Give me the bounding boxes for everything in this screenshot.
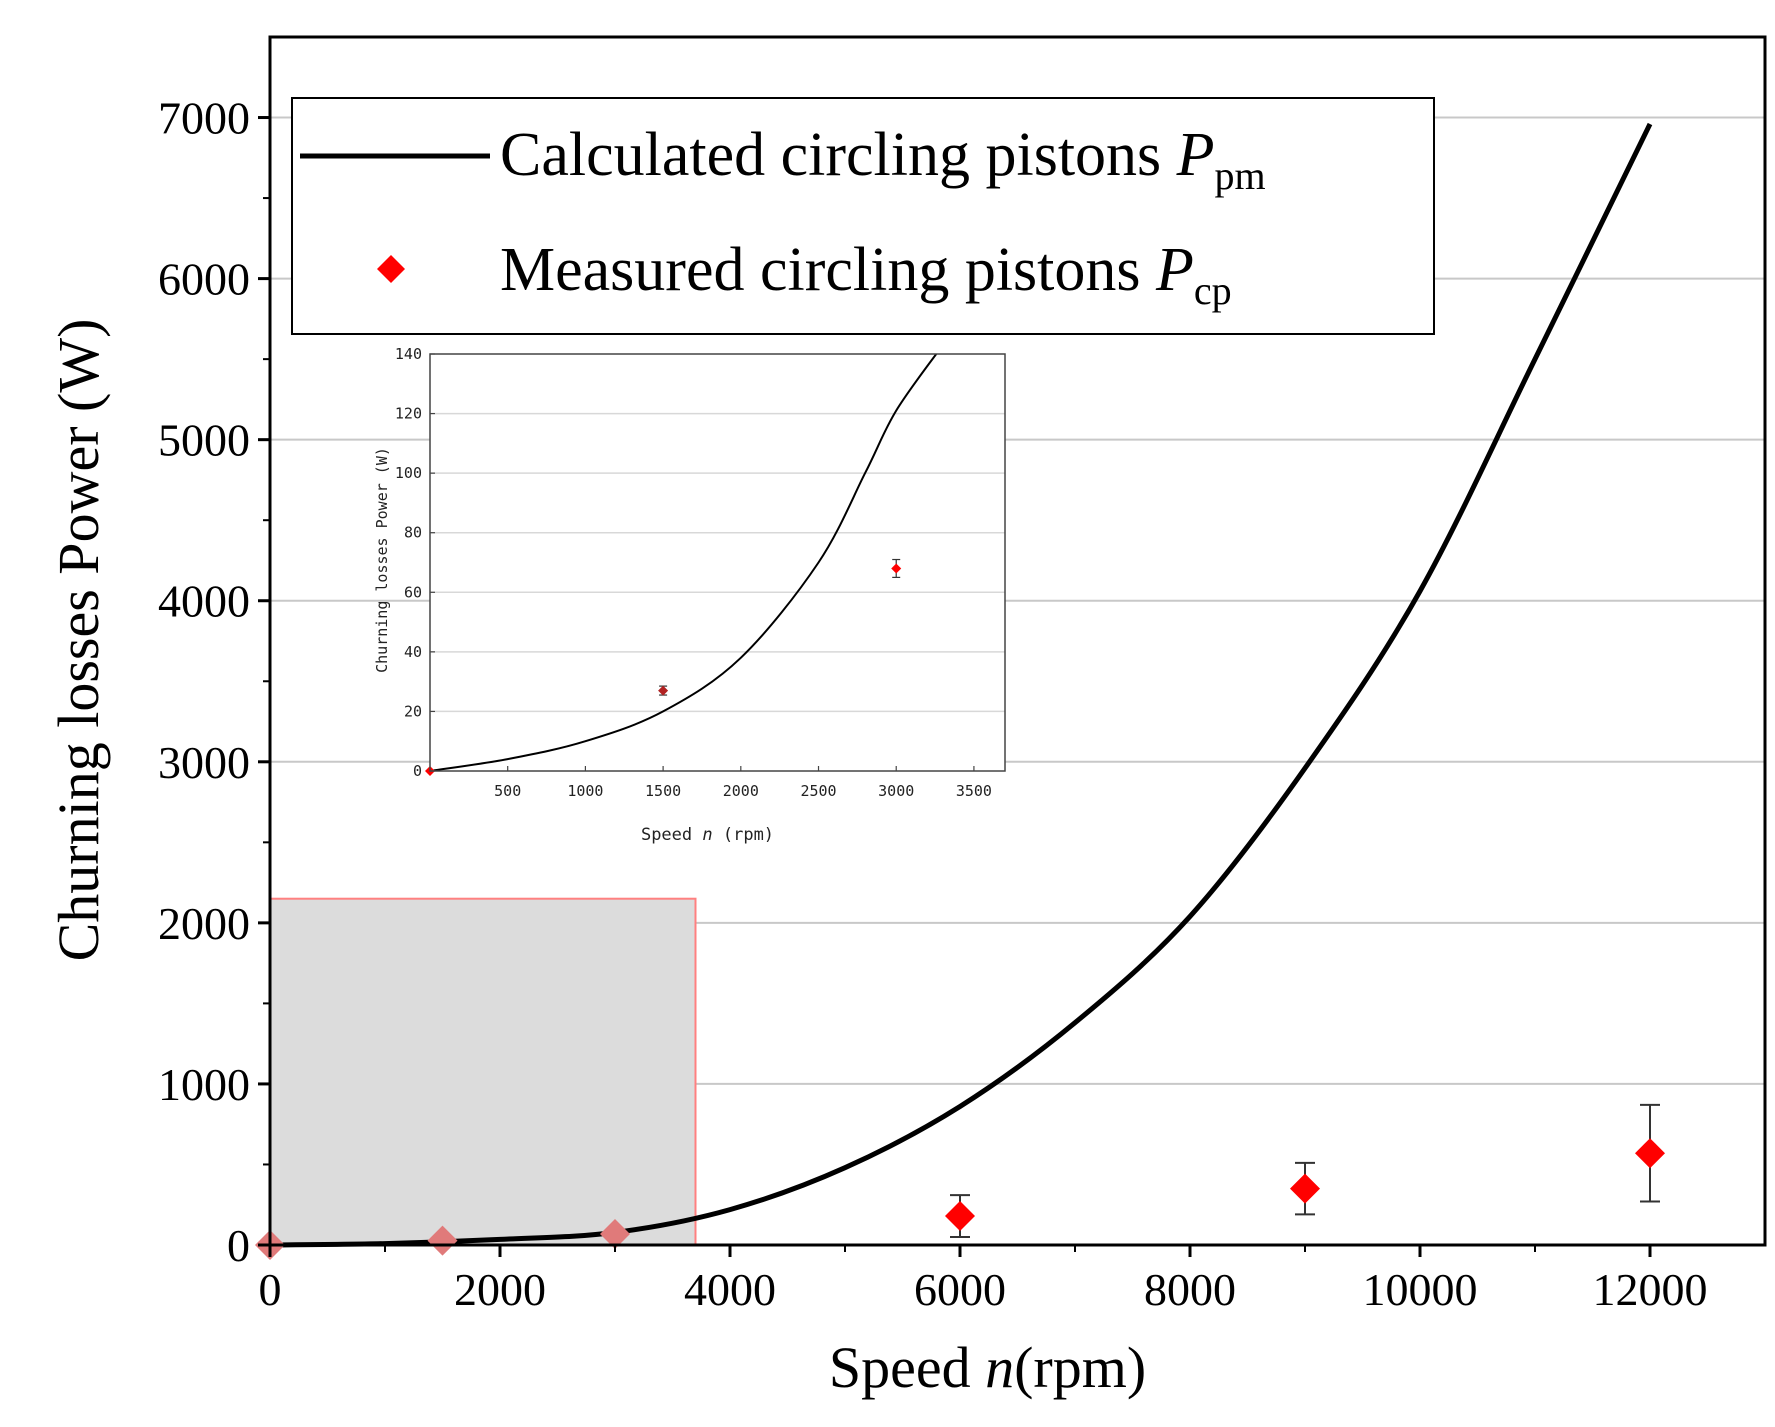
inset-y-axis-label: Churning losses Power (W): [373, 447, 391, 673]
y-axis-label: Churning losses Power (W): [46, 319, 111, 962]
x-tick-label: 4000: [684, 1264, 776, 1315]
measured-point-12000: [1635, 1103, 1665, 1203]
inset-x-tick-label: 3000: [878, 782, 914, 800]
plot-frame: [268, 35, 1767, 1247]
zoom-highlight-region: [269, 897, 697, 1246]
x-tick-label: 10000: [1363, 1264, 1478, 1315]
measured-marker: [600, 1219, 630, 1250]
x-tick-label: 0: [259, 1264, 282, 1315]
y-tick-label: 5000: [158, 415, 250, 466]
inset-series-calculated-line: [430, 354, 938, 771]
x-tick-label: 12000: [1593, 1264, 1708, 1315]
x-tick-label: 8000: [1144, 1264, 1236, 1315]
zoom-region-rect: [269, 897, 697, 1246]
inset-y-tick-label: 0: [413, 762, 422, 780]
inset-y-tick-label: 20: [404, 702, 422, 720]
x-tick-label: 2000: [454, 1264, 546, 1315]
measured-point-6000: [945, 1194, 975, 1238]
inset-background: [430, 354, 1005, 771]
inset-y-tick-label: 100: [395, 464, 422, 482]
legend-label-measured: Measured circling pistons Pcp: [500, 236, 1232, 313]
series-calculated-line: [269, 122, 1653, 1248]
x-axis-label: Speed n(rpm): [829, 1335, 1146, 1400]
inset-x-tick-label: 500: [494, 782, 521, 800]
measured-marker: [1635, 1138, 1665, 1169]
measured-point-1500: [427, 1225, 458, 1256]
measured-marker: [1290, 1173, 1320, 1204]
measured-marker: [945, 1201, 975, 1232]
legend-label-calculated: Calculated circling pistons Ppm: [500, 121, 1266, 198]
measured-point-3000: [600, 1219, 630, 1250]
inset-x-tick-label: 1500: [645, 782, 681, 800]
inset-x-axis-label: Speed n (rpm): [641, 825, 774, 845]
inset-x-tick-label: 2500: [800, 782, 836, 800]
y-tick-label: 7000: [158, 93, 250, 144]
inset-measured-marker: [891, 563, 902, 574]
inset-y-tick-label: 60: [404, 583, 422, 601]
inset-frame: [429, 353, 1006, 772]
inset-measured-point-3000: [891, 558, 902, 578]
y-tick-label: 0: [227, 1220, 250, 1271]
y-tick-label: 3000: [158, 737, 250, 788]
inset-y-tick-label: 140: [395, 345, 422, 363]
measured-point-9000: [1290, 1161, 1320, 1216]
legend-diamond-swatch: [377, 255, 405, 283]
y-tick-label: 2000: [158, 898, 250, 949]
measured-marker: [427, 1225, 458, 1256]
main-axes: 0 2000 4000 6000 8000 10000 120000100020003000…: [46, 35, 1767, 1400]
inset-chart: 500 1000 1500 2000 2500 3000 3500 0 20 40 60 80 100 1…: [373, 345, 1006, 845]
inset-measured-point-1500: [658, 685, 669, 696]
y-tick-label: 6000: [158, 254, 250, 305]
y-tick-label: 1000: [158, 1059, 250, 1110]
inset-x-tick-label: 3500: [956, 782, 992, 800]
inset-y-tick-label: 80: [404, 524, 422, 542]
legend-box: [291, 97, 1435, 335]
inset-y-tick-label: 120: [395, 405, 422, 423]
inset-y-tick-label: 40: [404, 643, 422, 661]
legend: Calculated circling pistons Ppm Measured …: [291, 97, 1435, 335]
x-tick-label: 6000: [914, 1264, 1006, 1315]
inset-x-tick-label: 1000: [567, 782, 603, 800]
inset-measured-marker: [658, 685, 669, 696]
y-tick-label: 4000: [158, 576, 250, 627]
inset-x-tick-label: 2000: [723, 782, 759, 800]
